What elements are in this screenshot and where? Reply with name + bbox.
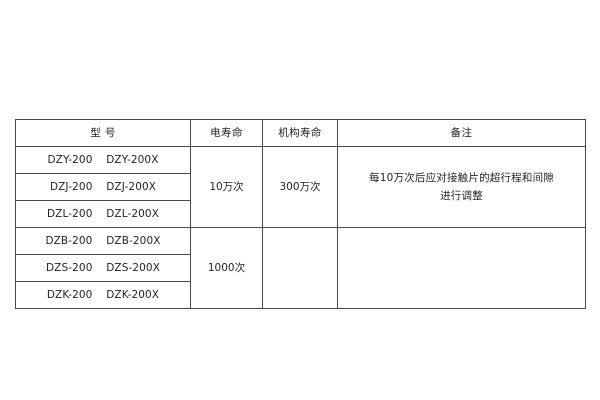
- remark-cell: 每10万次后应对接触片的超行程和间隙 进行调整: [337, 146, 586, 228]
- mechanical-life-cell: 300万次: [262, 146, 338, 228]
- table-row: DZY-200 DZY-200X 10万次 300万次 每10万次后应对接触片的…: [15, 146, 586, 228]
- remark-line-2: 进行调整: [440, 190, 483, 202]
- column-header-model: 型 号: [15, 119, 191, 147]
- table-header-row: 型 号 电寿命 机构寿命 备注: [15, 119, 586, 147]
- specification-table: 型 号 电寿命 机构寿命 备注 DZY-200 DZY-200X 10万次 30…: [15, 119, 586, 309]
- model-cell: DZB-200 DZB-200X: [15, 227, 191, 255]
- column-header-mechanical-life: 机构寿命: [262, 119, 338, 147]
- model-cell: DZY-200 DZY-200X: [15, 146, 191, 174]
- model-pair-text: DZJ-200 DZJ-200X: [49, 180, 157, 193]
- column-header-remark: 备注: [337, 119, 586, 147]
- mechanical-life-cell-empty: [262, 227, 338, 309]
- model-cell: DZK-200 DZK-200X: [15, 281, 191, 309]
- electrical-life-cell: 1000次: [190, 227, 263, 309]
- table-row: DZJ-200 DZJ-200X: [15, 173, 586, 201]
- model-pair-text: DZY-200 DZY-200X: [47, 153, 159, 166]
- model-cell: DZL-200 DZL-200X: [15, 200, 191, 228]
- model-pair-text: DZB-200 DZB-200X: [45, 234, 161, 247]
- remark-line-1: 每10万次后应对接触片的超行程和间隙: [369, 171, 554, 184]
- model-cell: DZS-200 DZS-200X: [15, 254, 191, 282]
- specification-table-container: 型 号 电寿命 机构寿命 备注 DZY-200 DZY-200X 10万次 30…: [15, 119, 586, 309]
- model-cell: DZJ-200 DZJ-200X: [15, 173, 191, 201]
- model-pair-text: DZL-200 DZL-200X: [47, 207, 159, 220]
- table-row: DZK-200 DZK-200X: [15, 281, 586, 309]
- column-header-electrical-life: 电寿命: [190, 119, 263, 147]
- table-row: DZS-200 DZS-200X: [15, 254, 586, 282]
- electrical-life-cell: 10万次: [190, 146, 263, 228]
- model-pair-text: DZS-200 DZS-200X: [46, 261, 160, 274]
- model-pair-text: DZK-200 DZK-200X: [46, 288, 160, 301]
- remark-cell-empty: [337, 227, 586, 309]
- table-row: DZB-200 DZB-200X 1000次: [15, 227, 586, 309]
- table-row: DZL-200 DZL-200X: [15, 200, 586, 228]
